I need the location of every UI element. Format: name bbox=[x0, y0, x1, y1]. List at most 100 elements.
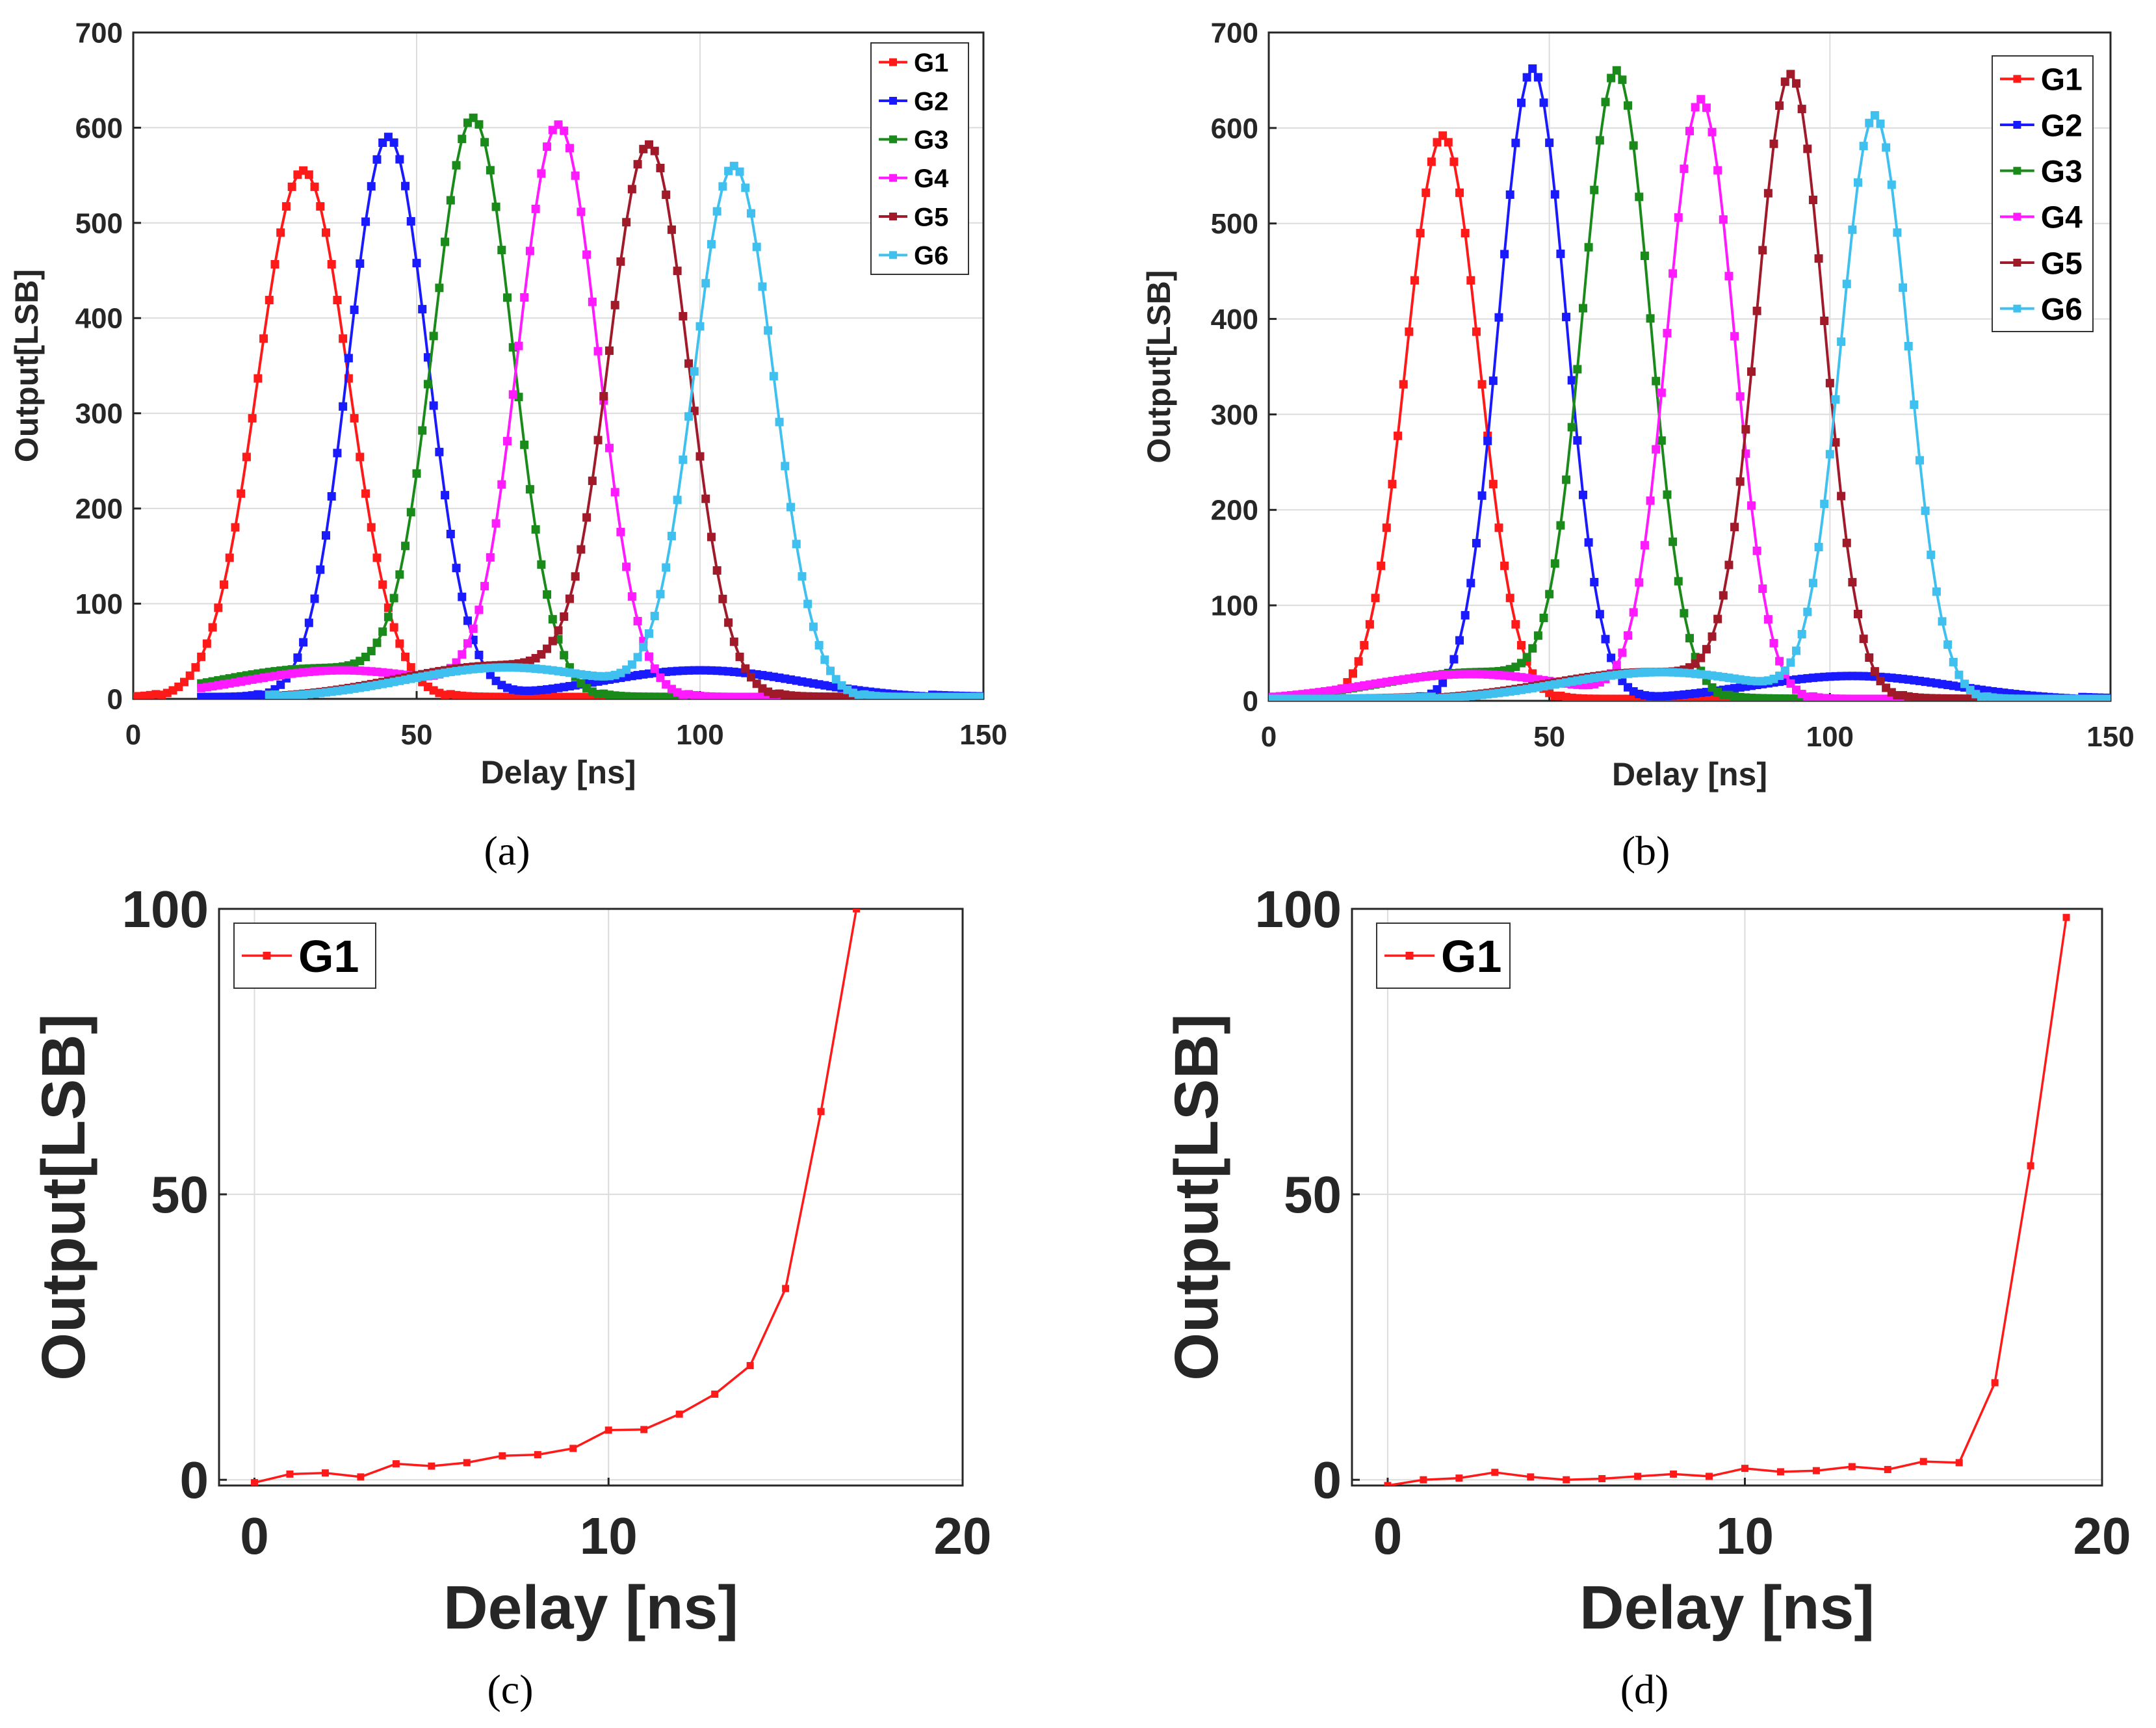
data-point-g5 bbox=[593, 436, 603, 445]
data-point-g6 bbox=[1994, 694, 2003, 701]
data-point-g6 bbox=[1780, 666, 1789, 675]
data-point-g1 bbox=[2027, 1162, 2034, 1170]
data-point-g1 bbox=[1702, 694, 1711, 701]
data-point-g6 bbox=[287, 691, 296, 699]
data-point-g3 bbox=[441, 237, 450, 246]
data-point-g1 bbox=[1584, 694, 1593, 701]
data-point-g4 bbox=[486, 553, 495, 562]
data-point-g3 bbox=[383, 612, 393, 622]
data-point-g5 bbox=[543, 644, 552, 653]
data-point-g1 bbox=[356, 452, 365, 462]
data-point-g2 bbox=[293, 653, 302, 662]
data-point-g1 bbox=[135, 692, 144, 699]
panel-caption: (b) bbox=[1622, 828, 1670, 874]
data-point-g1 bbox=[1595, 694, 1604, 701]
data-point-g3 bbox=[1545, 590, 1554, 599]
data-point-g5 bbox=[560, 612, 569, 621]
data-point-g3 bbox=[520, 440, 529, 449]
data-point-g3 bbox=[610, 691, 619, 699]
data-point-g6 bbox=[1949, 657, 1958, 666]
data-point-g1 bbox=[286, 1470, 294, 1478]
data-point-g1 bbox=[514, 692, 523, 699]
data-point-g6 bbox=[1854, 178, 1862, 187]
data-point-g3 bbox=[1680, 609, 1689, 618]
data-point-g1 bbox=[582, 692, 591, 699]
data-point-g6 bbox=[1893, 228, 1902, 237]
data-point-g6 bbox=[1337, 694, 1346, 701]
x-tick-label: 10 bbox=[580, 1507, 638, 1565]
data-point-g2 bbox=[441, 491, 450, 500]
data-point-g3 bbox=[633, 692, 642, 699]
data-point-g5 bbox=[662, 190, 671, 200]
data-point-g5 bbox=[599, 392, 608, 401]
data-point-g4 bbox=[1696, 95, 1706, 104]
y-tick-label: 500 bbox=[75, 207, 123, 239]
data-point-g3 bbox=[1595, 136, 1604, 145]
data-point-g5 bbox=[843, 692, 852, 699]
data-point-g4 bbox=[491, 519, 500, 528]
y-axis-label: Output[LSB] bbox=[1162, 1014, 1231, 1381]
data-point-g1 bbox=[191, 663, 200, 672]
data-point-g2 bbox=[1455, 636, 1464, 645]
data-point-g4 bbox=[1848, 694, 1857, 701]
data-point-g6 bbox=[764, 326, 773, 335]
legend: G1 bbox=[1376, 923, 1511, 989]
data-point-g2 bbox=[1528, 64, 1537, 73]
data-point-g6 bbox=[1433, 694, 1442, 701]
data-point-g6 bbox=[633, 653, 642, 662]
data-point-g6 bbox=[979, 692, 983, 699]
data-point-g4 bbox=[695, 691, 705, 699]
data-point-g2 bbox=[1500, 250, 1509, 259]
legend-label-g6: G6 bbox=[2041, 293, 2083, 327]
data-point-g3 bbox=[543, 590, 552, 599]
data-point-g3 bbox=[656, 692, 665, 699]
y-tick-label: 0 bbox=[1313, 1451, 1342, 1509]
data-point-g6 bbox=[1354, 694, 1363, 701]
data-point-g6 bbox=[950, 692, 959, 699]
data-point-g1 bbox=[185, 671, 194, 680]
data-point-g3 bbox=[480, 138, 489, 147]
data-point-g1 bbox=[1991, 1379, 1999, 1387]
data-point-g4 bbox=[480, 582, 489, 591]
data-point-g1 bbox=[1598, 1474, 1606, 1482]
legend-label-g3: G3 bbox=[914, 126, 948, 155]
legend-swatch-marker bbox=[2013, 304, 2021, 313]
data-point-g1 bbox=[1420, 1476, 1427, 1484]
data-point-g4 bbox=[1763, 615, 1773, 624]
data-point-g5 bbox=[1820, 316, 1829, 325]
data-point-g3 bbox=[469, 113, 478, 122]
data-point-g1 bbox=[1416, 229, 1425, 238]
data-point-g5 bbox=[565, 594, 574, 603]
legend-swatch-marker bbox=[889, 174, 897, 182]
data-point-g2 bbox=[1466, 579, 1475, 588]
data-point-g4 bbox=[1775, 657, 1784, 666]
data-point-g2 bbox=[412, 259, 421, 268]
series-line-g1 bbox=[1269, 134, 2111, 701]
data-point-g4 bbox=[746, 692, 755, 699]
data-point-g1 bbox=[395, 639, 404, 648]
data-point-g4 bbox=[741, 692, 750, 699]
data-point-g1 bbox=[1955, 1459, 1963, 1467]
data-point-g4 bbox=[1657, 388, 1666, 397]
data-point-g4 bbox=[543, 142, 552, 151]
data-point-g5 bbox=[837, 692, 846, 699]
data-point-g4 bbox=[474, 605, 484, 614]
data-point-g1 bbox=[711, 1390, 719, 1398]
data-point-g1 bbox=[1422, 188, 1431, 197]
legend-swatch-marker bbox=[889, 58, 897, 66]
data-point-g1 bbox=[327, 260, 336, 269]
data-point-g2 bbox=[316, 565, 325, 574]
data-point-g1 bbox=[577, 692, 586, 699]
y-tick-label: 300 bbox=[1211, 399, 1258, 431]
data-point-g6 bbox=[1803, 607, 1812, 616]
data-point-g6 bbox=[656, 590, 665, 599]
data-point-g6 bbox=[627, 660, 636, 669]
data-point-g3 bbox=[627, 692, 636, 699]
data-point-g5 bbox=[792, 691, 801, 699]
data-point-g1 bbox=[1455, 1474, 1463, 1482]
data-point-g6 bbox=[1910, 400, 1919, 409]
data-point-g6 bbox=[1865, 118, 1874, 127]
data-point-g5 bbox=[820, 692, 829, 699]
data-point-g4 bbox=[577, 207, 586, 216]
data-point-g4 bbox=[1882, 694, 1891, 701]
